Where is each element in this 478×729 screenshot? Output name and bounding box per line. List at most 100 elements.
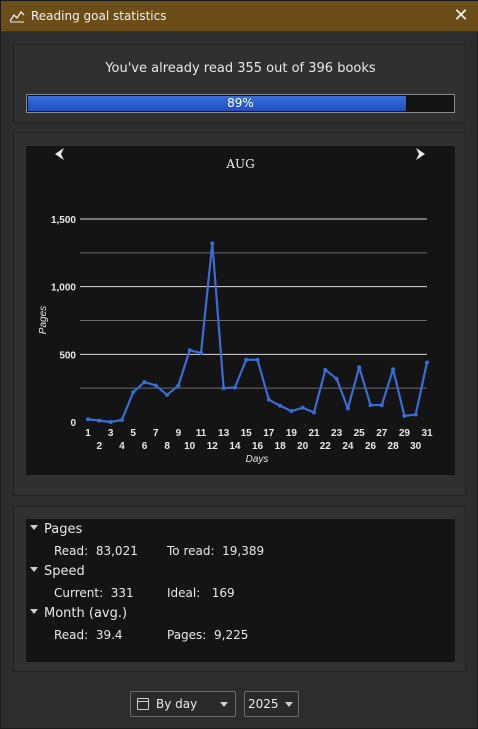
x-tick-label: 10 — [184, 441, 196, 452]
x-tick-label: 14 — [229, 441, 241, 452]
year-dropdown-value: 2025 — [248, 697, 279, 711]
progress-fill — [28, 96, 406, 111]
line-chart-icon — [9, 10, 25, 23]
speed-group-label: Speed — [44, 564, 85, 579]
x-tick-label: 5 — [130, 428, 136, 439]
period-dropdown[interactable]: By day — [130, 691, 236, 717]
data-point — [244, 357, 249, 362]
pages-to-read: To read: 19,389 — [167, 544, 264, 558]
month-label: AUG — [226, 157, 255, 171]
y-tick-label: 1,500 — [51, 215, 76, 226]
month-avg-group-label: Month (avg.) — [44, 606, 128, 621]
x-tick-label: 22 — [320, 441, 332, 452]
data-point — [255, 357, 260, 362]
data-point — [142, 380, 147, 385]
x-tick-label: 23 — [331, 428, 343, 439]
summary-panel: You've already read 355 out of 396 books… — [13, 44, 466, 123]
x-tick-label: 26 — [365, 441, 377, 452]
chevron-right-icon[interactable] — [412, 146, 428, 162]
x-tick-label: 15 — [241, 428, 253, 439]
pages-read-value: 83,021 — [95, 544, 138, 558]
month-avg-group-header[interactable]: Month (avg.) — [30, 606, 127, 621]
chart-svg: 05001,0001,50012345678910111213141516171… — [38, 215, 433, 465]
chart-panel: 0 500 1,000 1,500 1 2 3 4 5 6 7 8 9 10 11 12 13 14 15 16 17 1… — [13, 132, 466, 496]
month-avg-pages-value: 9,225 — [214, 628, 249, 642]
series-line — [87, 242, 429, 424]
chevron-left-icon[interactable] — [52, 146, 68, 162]
data-point — [323, 367, 328, 372]
x-tick-label: 27 — [376, 428, 388, 439]
data-point — [221, 386, 226, 391]
y-axis-title: Pages — [38, 306, 49, 334]
books-read-summary: You've already read 355 out of 396 books — [105, 61, 376, 76]
pages-to-read-label: To read: — [167, 544, 215, 558]
data-point — [119, 417, 124, 422]
data-point — [97, 418, 102, 423]
x-tick-label: 1 — [85, 428, 91, 439]
data-point — [425, 360, 429, 365]
speed-current-label: Current: — [54, 586, 104, 600]
data-point — [266, 397, 271, 402]
expand-arrow-icon — [30, 609, 38, 614]
goal-progress-bar: 89% — [26, 94, 455, 113]
x-tick-label: 24 — [342, 441, 354, 452]
month-avg-pages-label: Pages: — [167, 628, 207, 642]
month-avg-read-label: Read: — [54, 628, 89, 642]
pages-read-label: Read: — [54, 544, 89, 558]
data-point — [413, 412, 418, 417]
pages-group-header[interactable]: Pages — [30, 522, 82, 537]
x-tick-label: 30 — [410, 441, 422, 452]
title-bar: Reading goal statistics ✕ — [1, 1, 478, 32]
data-point — [289, 409, 294, 414]
data-point — [391, 367, 396, 372]
data-point — [357, 365, 362, 370]
data-point — [232, 385, 237, 390]
x-tick-label: 6 — [142, 441, 148, 452]
data-point — [312, 410, 316, 415]
data-point — [165, 392, 170, 397]
data-point — [131, 390, 136, 395]
speed-current-value: 331 — [110, 586, 134, 600]
data-point — [278, 403, 283, 408]
y-tick-label: 1,000 — [51, 283, 76, 294]
x-tick-label: 3 — [108, 428, 114, 439]
data-point — [176, 383, 181, 388]
x-tick-label: 2 — [97, 441, 103, 452]
x-tick-label: 16 — [252, 441, 264, 452]
x-tick-label: 19 — [286, 428, 298, 439]
x-tick-label: 29 — [399, 428, 411, 439]
x-tick-label: 21 — [308, 428, 320, 439]
x-tick-label: 12 — [207, 441, 219, 452]
chevron-down-icon — [285, 702, 293, 707]
pages-group-label: Pages — [44, 522, 83, 537]
stats-tree: Pages Read: 83,021 To read: 19,389 Speed… — [26, 519, 455, 662]
x-tick-label: 25 — [354, 428, 366, 439]
data-point — [199, 350, 203, 355]
month-avg-read-value: 39.4 — [95, 628, 123, 642]
x-tick-label: 4 — [119, 441, 125, 452]
period-dropdown-value: By day — [156, 697, 198, 711]
close-icon[interactable]: ✕ — [453, 5, 469, 26]
speed-ideal-label: Ideal: — [167, 586, 201, 600]
expand-arrow-icon — [30, 525, 38, 530]
y-tick-label: 0 — [70, 418, 76, 429]
x-tick-label: 11 — [196, 428, 207, 439]
year-dropdown[interactable]: 2025 — [244, 691, 299, 717]
data-point — [153, 383, 158, 388]
pages-to-read-value: 19,389 — [222, 544, 265, 558]
progress-percent: 89% — [227, 96, 254, 110]
window-title: Reading goal statistics — [31, 9, 167, 23]
x-tick-label: 17 — [263, 428, 275, 439]
chevron-down-icon — [220, 702, 228, 707]
x-tick-label: 18 — [275, 441, 287, 452]
pages-read: Read: 83,021 — [54, 544, 138, 558]
month-avg-read: Read: 39.4 — [54, 628, 123, 642]
speed-group-header[interactable]: Speed — [30, 564, 85, 579]
x-tick-label: 20 — [297, 441, 309, 452]
x-tick-label: 7 — [153, 428, 159, 439]
y-tick-label: 500 — [59, 350, 76, 361]
speed-ideal: Ideal: 169 — [167, 586, 235, 600]
data-point — [108, 420, 113, 424]
data-point — [86, 417, 90, 422]
